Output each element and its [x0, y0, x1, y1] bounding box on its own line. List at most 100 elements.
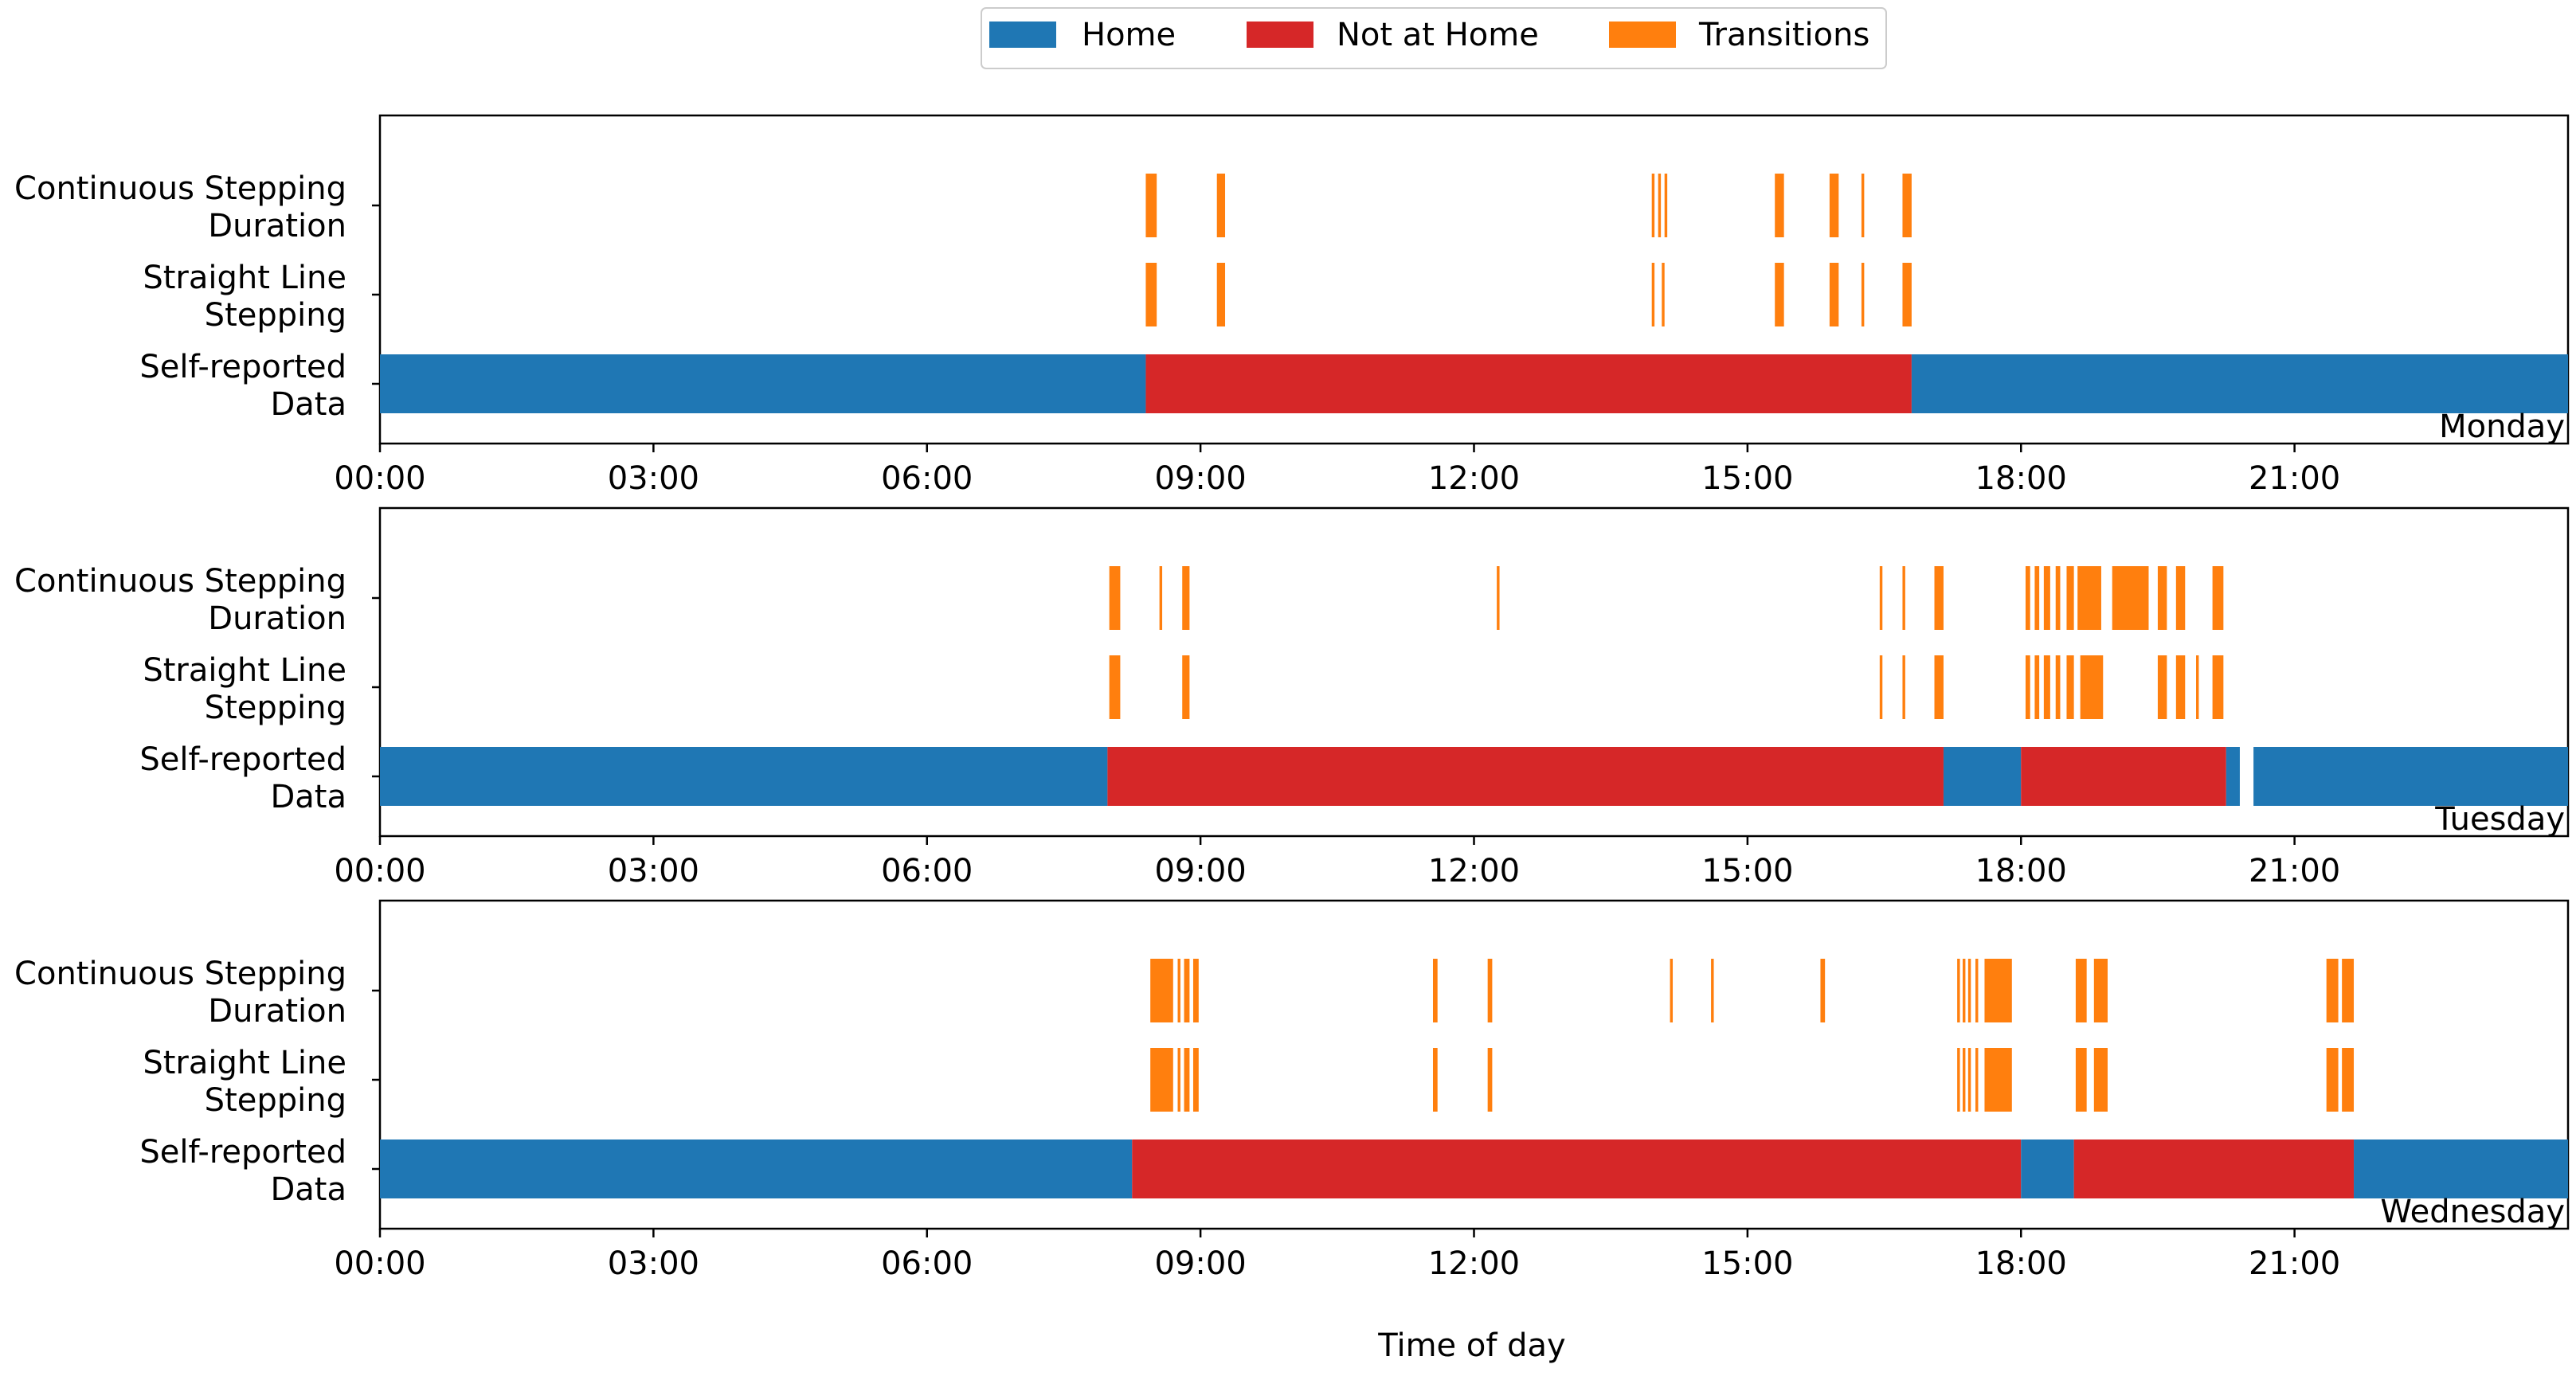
straight-line-stepping-mark: [2212, 655, 2224, 719]
straight-line-stepping-mark: [2043, 655, 2050, 719]
straight-line-stepping-mark: [1192, 1048, 1199, 1112]
straight-line-stepping-mark: [2342, 1048, 2355, 1112]
self-reported-bar-home: [1943, 747, 2022, 806]
continuous-stepping-mark: [1861, 174, 1865, 237]
continuous-stepping-mark: [1775, 174, 1784, 237]
x-tick-label: 00:00: [334, 1245, 425, 1282]
straight-line-stepping-mark: [1432, 1048, 1438, 1112]
category-label-self-reported-data: Self-reported Data: [139, 741, 346, 815]
continuous-stepping-mark: [1957, 959, 1960, 1022]
x-tick-label: 03:00: [608, 1245, 699, 1282]
straight-line-stepping-mark: [1902, 655, 1905, 719]
x-tick-label: 00:00: [334, 853, 425, 889]
continuous-stepping-mark: [1184, 959, 1190, 1022]
category-label-line: Stepping: [205, 690, 346, 726]
x-tick-label: 12:00: [1428, 853, 1520, 889]
straight-line-stepping-mark: [2034, 655, 2040, 719]
straight-line-stepping-mark: [2157, 655, 2167, 719]
category-label-self-reported-data: Self-reported Data: [139, 349, 346, 423]
legend-label-transitions: Transitions: [1698, 17, 1869, 53]
self-reported-bar-away: [2021, 747, 2226, 806]
category-label-line: Straight Line: [143, 652, 346, 689]
straight-line-stepping-mark: [1662, 263, 1665, 326]
legend-label-not-at-home: Not at Home: [1337, 17, 1539, 53]
continuous-stepping-mark: [1651, 174, 1655, 237]
self-reported-bar-away: [2073, 1140, 2355, 1198]
continuous-stepping-mark: [1159, 566, 1163, 630]
x-tick-label: 15:00: [1701, 1245, 1793, 1282]
x-axis-title: Time of day: [1377, 1327, 1565, 1364]
x-tick-label: 18:00: [1975, 1245, 2067, 1282]
continuous-stepping-mark: [1967, 959, 1971, 1022]
x-tick-label: 09:00: [1154, 853, 1246, 889]
straight-line-stepping-mark: [1962, 1048, 1966, 1112]
x-tick-label: 21:00: [2249, 1245, 2340, 1282]
continuous-stepping-mark: [2077, 566, 2101, 630]
straight-line-stepping-mark: [2055, 655, 2061, 719]
category-label-line: Continuous Stepping: [14, 170, 346, 207]
continuous-stepping-mark: [1879, 566, 1883, 630]
straight-line-stepping-mark: [2196, 655, 2199, 719]
continuous-stepping-mark: [2157, 566, 2167, 630]
day-label-wednesday: Wednesday: [2380, 1194, 2565, 1230]
category-label-continuous-stepping-duration: Continuous Stepping Duration: [14, 956, 346, 1030]
category-label-line: Duration: [208, 993, 346, 1030]
self-reported-bar-home: [2253, 747, 2568, 806]
straight-line-stepping-mark: [1975, 1048, 1979, 1112]
straight-line-stepping-mark: [1109, 655, 1121, 719]
continuous-stepping-mark: [2212, 566, 2224, 630]
category-label-line: Continuous Stepping: [14, 956, 346, 992]
category-label-straight-line-stepping: Straight Line Stepping: [143, 1045, 346, 1119]
continuous-stepping-mark: [2175, 566, 2186, 630]
continuous-stepping-mark: [2342, 959, 2355, 1022]
self-reported-bar-home: [380, 354, 1146, 413]
category-label-line: Continuous Stepping: [14, 563, 346, 600]
continuous-stepping-mark: [2034, 566, 2040, 630]
x-tick-label: 06:00: [881, 1245, 973, 1282]
continuous-stepping-mark: [1984, 959, 2012, 1022]
self-reported-bar-home: [380, 747, 1108, 806]
straight-line-stepping-mark: [1182, 655, 1190, 719]
continuous-stepping-mark: [1192, 959, 1199, 1022]
continuous-stepping-mark: [1975, 959, 1979, 1022]
self-reported-bar-away: [1145, 354, 1912, 413]
legend-swatch-transitions: [1609, 22, 1676, 48]
straight-line-stepping-mark: [1984, 1048, 2012, 1112]
continuous-stepping-mark: [2112, 566, 2149, 630]
straight-line-stepping-mark: [2025, 655, 2030, 719]
continuous-stepping-mark: [1432, 959, 1438, 1022]
continuous-stepping-mark: [1109, 566, 1121, 630]
self-reported-bar-home: [1911, 354, 2568, 413]
self-reported-bar-away: [1107, 747, 1944, 806]
category-label-self-reported-data: Self-reported Data: [139, 1134, 346, 1208]
continuous-stepping-mark: [1711, 959, 1714, 1022]
category-label-straight-line-stepping: Straight Line Stepping: [143, 260, 346, 334]
continuous-stepping-mark: [1664, 174, 1668, 237]
x-tick-label: 09:00: [1154, 1245, 1246, 1282]
continuous-stepping-mark: [1902, 174, 1912, 237]
continuous-stepping-mark: [1145, 174, 1157, 237]
straight-line-stepping-mark: [1775, 263, 1784, 326]
straight-line-stepping-mark: [1879, 655, 1883, 719]
category-label-line: Data: [270, 779, 346, 815]
straight-line-stepping-mark: [1902, 263, 1912, 326]
x-tick-label: 21:00: [2249, 853, 2340, 889]
continuous-stepping-mark: [1820, 959, 1826, 1022]
straight-line-stepping-mark: [1934, 655, 1944, 719]
self-reported-bar-away: [1132, 1140, 2022, 1198]
continuous-stepping-mark: [2066, 566, 2074, 630]
day-label-monday: Monday: [2439, 408, 2565, 445]
category-label-line: Data: [270, 1171, 346, 1208]
straight-line-stepping-mark: [2175, 655, 2186, 719]
category-label-line: Duration: [208, 600, 346, 637]
x-tick-label: 12:00: [1428, 1245, 1520, 1282]
continuous-stepping-mark: [1182, 566, 1190, 630]
continuous-stepping-mark: [1487, 959, 1493, 1022]
x-tick-label: 06:00: [881, 853, 973, 889]
x-tick-label: 03:00: [608, 853, 699, 889]
continuous-stepping-mark: [1177, 959, 1180, 1022]
continuous-stepping-mark: [1658, 174, 1662, 237]
category-label-line: Duration: [208, 208, 346, 244]
panel-wednesday: Continuous Stepping Duration Straight Line…: [14, 899, 2570, 1282]
